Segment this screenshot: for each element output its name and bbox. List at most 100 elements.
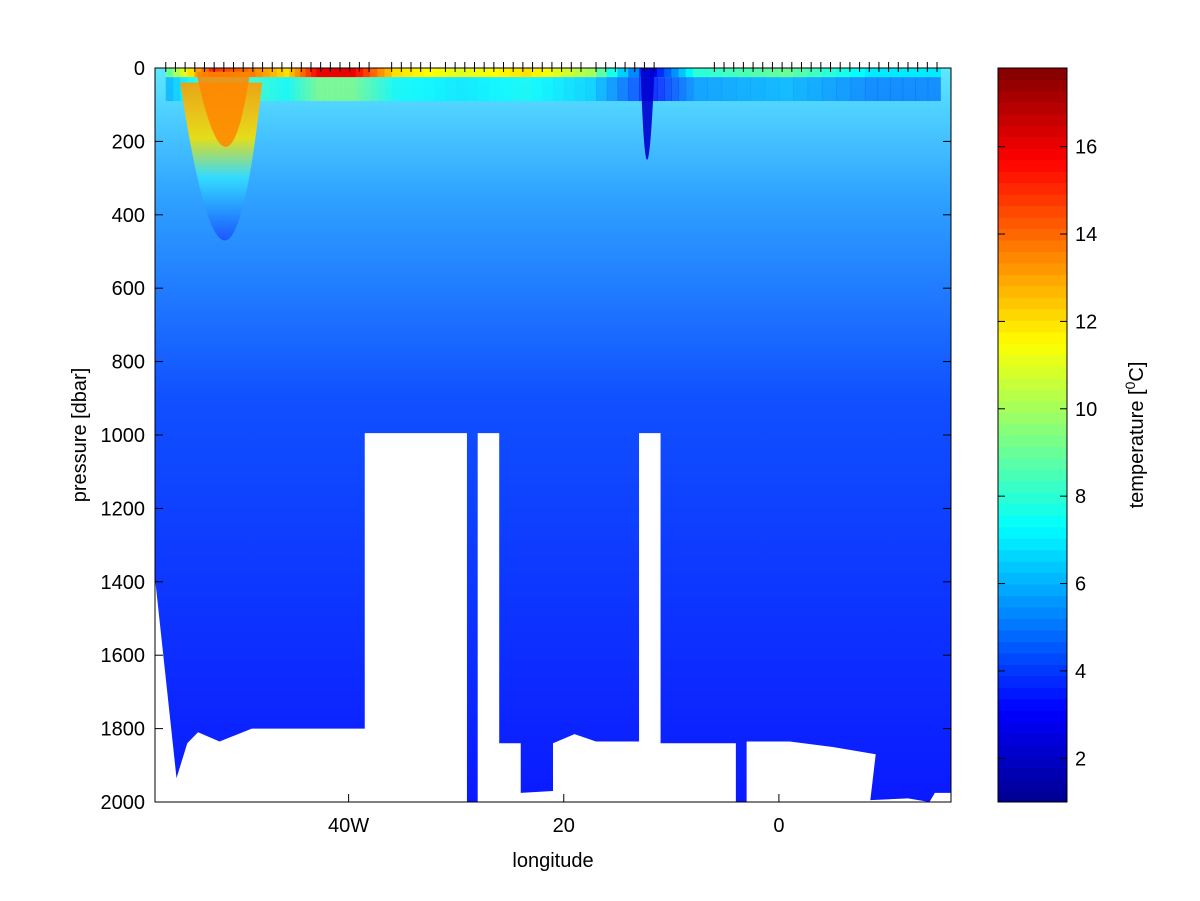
surface-cell [836, 68, 852, 78]
colorbar-band [998, 354, 1067, 367]
colorbar-band [998, 629, 1067, 642]
colorbar-band [998, 194, 1067, 207]
thermocline-cell [413, 77, 425, 102]
thermocline-cell [305, 77, 312, 102]
colorbar-band [998, 331, 1067, 344]
surface-cell [927, 68, 941, 78]
thermocline-cell [172, 77, 181, 102]
y-tick-label: 1000 [101, 425, 146, 447]
surface-temperature-layer [165, 68, 941, 102]
plot-area [155, 68, 951, 802]
thermocline-cell [294, 77, 301, 102]
surface-cell [327, 68, 334, 78]
thermocline-cell [348, 77, 357, 102]
surface-cell [477, 68, 490, 78]
thermocline-cell [509, 77, 522, 102]
thermocline-cell [864, 77, 879, 102]
colorbar-band [998, 308, 1067, 321]
surface-cell [305, 68, 312, 78]
bathymetry-mask [155, 433, 951, 802]
colorbar-band [998, 285, 1067, 298]
y-tick-label: 2000 [101, 792, 146, 814]
colorbar-tick-label: 4 [1075, 661, 1086, 683]
colorbar-band [998, 515, 1067, 528]
surface-cell [445, 68, 457, 78]
x-tick-label: 20 [553, 815, 575, 837]
colorbar-band [998, 389, 1067, 402]
thermocline-cell [617, 77, 629, 102]
thermocline-cell [456, 77, 468, 102]
thermocline-cell [289, 77, 296, 102]
thermocline-cell [685, 77, 694, 102]
thermocline-cell [628, 77, 640, 102]
surface-cell [596, 68, 608, 78]
thermocline-cell [656, 77, 665, 102]
surface-cell [362, 68, 371, 78]
colorbar-band [998, 503, 1067, 516]
warm-plume-layer [180, 68, 655, 241]
thermocline-cell [877, 77, 891, 102]
colorbar-band [998, 90, 1067, 103]
thermocline-cell [377, 77, 386, 102]
y-tick-label: 400 [112, 205, 145, 227]
colorbar-band [998, 159, 1067, 172]
colorbar-bands [998, 68, 1067, 803]
surface-cell [707, 68, 723, 78]
surface-cell [807, 68, 823, 78]
y-tick-label: 1200 [101, 498, 146, 520]
surface-cell [499, 68, 511, 78]
colorbar-band [998, 297, 1067, 310]
thermocline-cell [574, 77, 586, 102]
surface-cell [531, 68, 543, 78]
thermocline-cell [793, 77, 809, 102]
colorbar-band [998, 136, 1067, 149]
thermocline-cell [300, 77, 307, 102]
y-tick-label: 600 [112, 278, 145, 300]
surface-cell [721, 68, 737, 78]
colorbar-label: temperature [0C] [1122, 362, 1148, 509]
colorbar-band [998, 182, 1067, 195]
thermocline-cell [531, 77, 543, 102]
colorbar-frame [997, 67, 1068, 803]
surface-cell [585, 68, 597, 78]
surface-cell [563, 68, 576, 78]
colorbar-ticks: 2 4 6 8 10 12 14 16 [998, 137, 1097, 770]
colorbar-label-sup: 0 [1122, 381, 1138, 389]
colorbar-band [998, 262, 1067, 275]
colorbar-label-main: temperature [ [1126, 389, 1148, 508]
surface-cell [574, 68, 586, 78]
thermocline-cell [707, 77, 723, 102]
colorbar-band [998, 205, 1067, 218]
colorbar-band [998, 125, 1067, 138]
surface-cell [316, 68, 323, 78]
thermocline-cell [355, 77, 364, 102]
colorbar-band [998, 148, 1067, 161]
y-tick-label: 1800 [101, 719, 146, 741]
surface-cell [542, 68, 554, 78]
x-axis: 40W 20 0 [328, 794, 784, 837]
thermocline-cell [499, 77, 511, 102]
thermocline-cell [445, 77, 457, 102]
thermocline-cell [434, 77, 447, 102]
thermocline-cell [585, 77, 597, 102]
thermocline-cell [310, 77, 317, 102]
colorbar-band [998, 641, 1067, 654]
surface-cell [172, 68, 181, 78]
surface-cell [284, 68, 291, 78]
surface-cell [248, 68, 256, 78]
thermocline-cell [553, 77, 565, 102]
thermocline-cell [678, 77, 687, 102]
surface-cell [337, 68, 344, 78]
colorbar: 2 4 6 8 10 12 14 16 temperature [0C] [997, 67, 1148, 803]
thermocline-cell [370, 77, 378, 102]
surface-cell [434, 68, 447, 78]
colorbar-band [998, 710, 1067, 723]
surface-cell [628, 68, 640, 78]
thermocline-cell [384, 77, 393, 102]
colorbar-band [998, 217, 1067, 230]
surface-cell [764, 68, 780, 78]
deep-water-field [155, 68, 951, 802]
surface-cell [456, 68, 468, 78]
thermocline-cell [362, 77, 371, 102]
